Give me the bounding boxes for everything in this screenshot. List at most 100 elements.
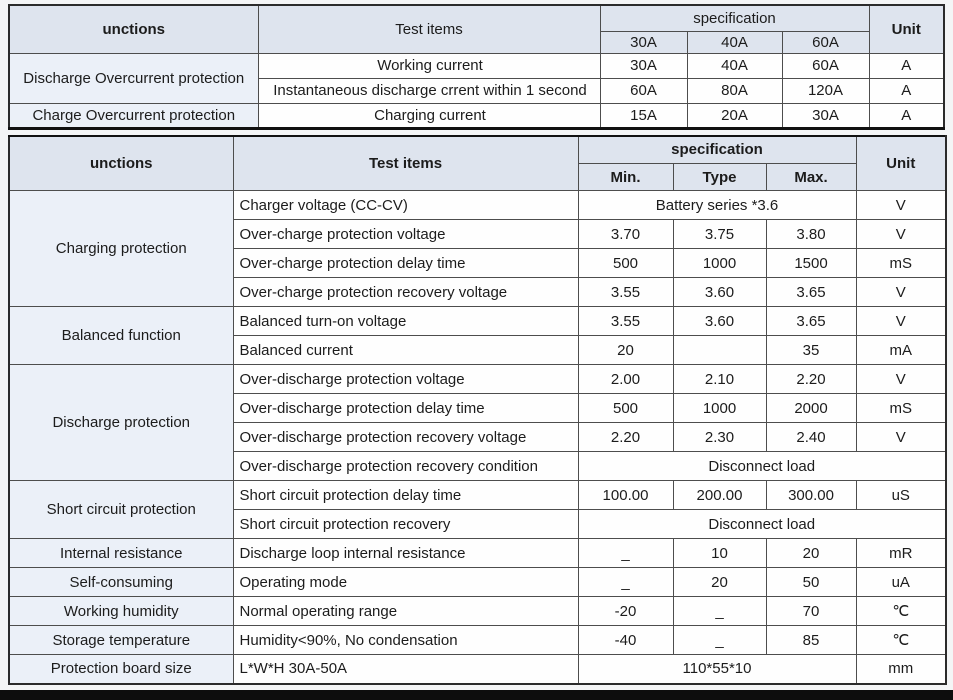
spec-value-cell: -40 xyxy=(577,625,674,655)
unit-cell: V xyxy=(855,364,947,394)
spec-value-cell: 2000 xyxy=(765,393,857,423)
spec-value-cell: 20 xyxy=(577,335,674,365)
spec-value-cell: 500 xyxy=(577,248,674,278)
function-group-cell: Discharge Overcurrent protection xyxy=(8,52,259,104)
spec-value-cell: 10 xyxy=(672,538,767,568)
spec-value-cell: 15A xyxy=(599,102,688,129)
test-item-cell: Charger voltage (CC-CV) xyxy=(232,190,579,220)
spec-value-cell: 300.00 xyxy=(765,480,857,510)
spec-span-cell: Disconnect load xyxy=(577,509,947,539)
spec-span-cell: Battery series *3.6 xyxy=(577,190,857,220)
protection-spec-table: unctions Test items specification Unit M… xyxy=(8,134,948,685)
spec-subcol-header-30a: 30A xyxy=(599,30,688,54)
spec-value-cell: 3.80 xyxy=(765,219,857,249)
spec-value-cell: 120A xyxy=(781,77,870,104)
spec-value-cell: _ xyxy=(577,567,674,597)
test-item-cell: Over-charge protection voltage xyxy=(232,219,579,249)
function-group-cell: Storage temperature xyxy=(8,625,234,655)
spec-span-cell: 110*55*10 xyxy=(577,654,857,684)
spec-value-cell: 40A xyxy=(686,52,783,79)
table-row: Storage temperature Humidity<90%, No cond… xyxy=(8,625,947,655)
table-row: Balanced function Balanced turn-on voltag… xyxy=(8,306,947,365)
test-items-header: Test items xyxy=(257,4,601,54)
unit-cell: uS xyxy=(855,480,947,510)
spec-value-cell: 3.70 xyxy=(577,219,674,249)
test-item-cell: Charging current xyxy=(257,102,601,129)
specification-header: specification xyxy=(599,4,870,32)
spec-value-cell: 30A xyxy=(781,102,870,129)
spec-value-cell: 70 xyxy=(765,596,857,626)
spec-value-cell: _ xyxy=(577,538,674,568)
spec-value-cell: 60A xyxy=(781,52,870,79)
spec-value-cell: 500 xyxy=(577,393,674,423)
table-row: Discharge protection Over-discharge prote… xyxy=(8,364,947,481)
function-group-cell: Internal resistance xyxy=(8,538,234,568)
spec-value-cell: _ xyxy=(672,625,767,655)
spec-value-cell: 60A xyxy=(599,77,688,104)
function-group-cell: Balanced function xyxy=(8,306,234,365)
spec-value-cell: 2.20 xyxy=(577,422,674,452)
functions-header: unctions xyxy=(8,4,259,54)
spec-value-cell: 2.40 xyxy=(765,422,857,452)
spec-value-cell: 3.55 xyxy=(577,306,674,336)
spec-value-cell: 50 xyxy=(765,567,857,597)
overcurrent-spec-table: unctions Test items specification Unit 3… xyxy=(8,4,945,130)
spec-subcol-header-60a: 60A xyxy=(781,30,870,54)
unit-cell: ℃ xyxy=(855,596,947,626)
spec-value-cell: 1500 xyxy=(765,248,857,278)
test-item-cell: Instantaneous discharge crrent within 1 … xyxy=(257,77,601,104)
test-item-cell: Over-discharge protection voltage xyxy=(232,364,579,394)
table-row: Protection board size L*W*H 30A-50A 110*55… xyxy=(8,654,947,684)
unit-cell: mR xyxy=(855,538,947,568)
function-group-cell: Protection board size xyxy=(8,654,234,684)
table-row: Discharge Overcurrent protection Working … xyxy=(8,52,945,104)
spec-subcol-header-max: Max. xyxy=(765,163,857,191)
unit-cell: V xyxy=(855,306,947,336)
spec-value-cell: 30A xyxy=(599,52,688,79)
table-row: Over-discharge protection recovery condi… xyxy=(9,451,947,481)
table-row: Working humidity Normal operating range -2… xyxy=(8,596,947,626)
test-item-cell: Short circuit protection delay time xyxy=(232,480,579,510)
spec-subcol-header-type: Type xyxy=(672,163,767,191)
spec-value-cell: 200.00 xyxy=(672,480,767,510)
table-row: Self-consuming Operating mode _ 20 50 uA xyxy=(8,567,947,597)
spec-span-cell: Disconnect load xyxy=(577,451,947,481)
unit-cell: A xyxy=(868,102,945,129)
spec-value-cell: -20 xyxy=(577,596,674,626)
spec-value-cell: 20A xyxy=(686,102,783,129)
spec-subcol-header-min: Min. xyxy=(577,163,674,191)
unit-cell: V xyxy=(855,277,947,307)
functions-header: unctions xyxy=(8,135,234,191)
unit-cell: A xyxy=(868,77,945,104)
function-group-cell: Discharge protection xyxy=(8,364,234,481)
spec-subcol-header-40a: 40A xyxy=(686,30,783,54)
bottom-black-bar xyxy=(0,690,953,700)
test-item-cell: Normal operating range xyxy=(232,596,579,626)
unit-cell: V xyxy=(855,422,947,452)
spec-value-cell: 20 xyxy=(765,538,857,568)
spec-value-cell: 2.20 xyxy=(765,364,857,394)
table-row: Over-charge protection recovery voltage 3… xyxy=(9,277,947,307)
test-item-cell: Operating mode xyxy=(232,567,579,597)
test-item-cell: L*W*H 30A-50A xyxy=(232,654,579,684)
table-row: Charging protection Charger voltage (CC-C… xyxy=(8,190,947,307)
spec-value-cell: 3.55 xyxy=(577,277,674,307)
unit-header: Unit xyxy=(855,135,947,191)
test-item-cell: Humidity<90%, No condensation xyxy=(232,625,579,655)
spec-value-cell: 2.30 xyxy=(672,422,767,452)
test-item-cell: Over-discharge protection recovery volta… xyxy=(232,422,579,452)
function-group-cell: Charging protection xyxy=(8,190,234,307)
spec-value-cell: 3.75 xyxy=(672,219,767,249)
table-row: Instantaneous discharge crrent within 1 … xyxy=(9,77,945,104)
unit-cell: mA xyxy=(855,335,947,365)
spec-value-cell: 85 xyxy=(765,625,857,655)
spec-value-cell: 2.10 xyxy=(672,364,767,394)
function-group-cell: Charge Overcurrent protection xyxy=(8,102,259,129)
function-group-cell: Self-consuming xyxy=(8,567,234,597)
test-item-cell: Balanced turn-on voltage xyxy=(232,306,579,336)
spec-value-cell: _ xyxy=(672,596,767,626)
unit-cell: mS xyxy=(855,248,947,278)
table-row: Over-discharge protection recovery volta… xyxy=(9,422,947,452)
test-item-cell: Over-discharge protection recovery condi… xyxy=(232,451,579,481)
unit-cell: uA xyxy=(855,567,947,597)
